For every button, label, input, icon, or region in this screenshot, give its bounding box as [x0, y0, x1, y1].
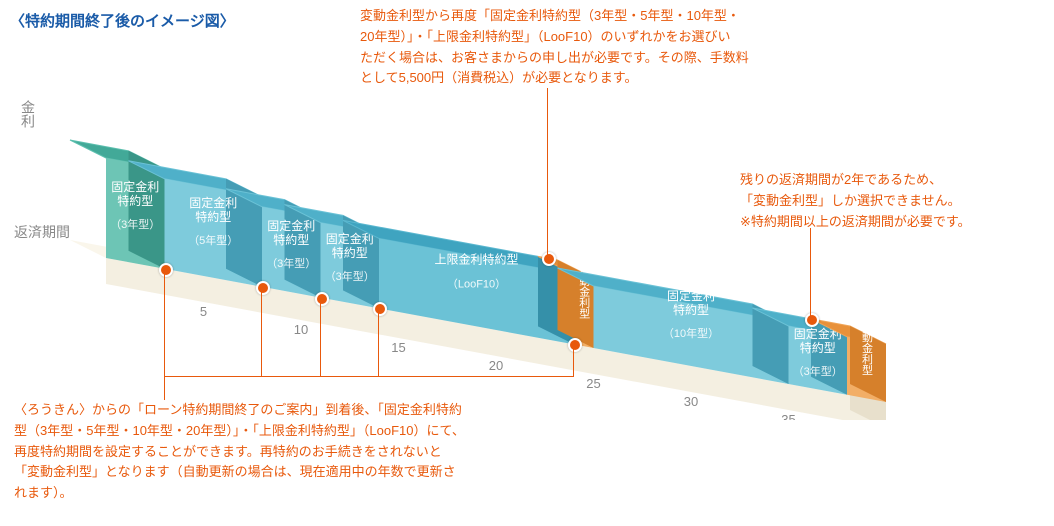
connector-dot [256, 281, 270, 295]
block-label: 変動金利型 [578, 263, 591, 319]
block-label: 固定金利 [267, 218, 315, 233]
axis-y-label: 金利 [18, 100, 38, 128]
block-label: 変動金利型 [861, 319, 874, 375]
connector-dot [542, 252, 556, 266]
connector-line [320, 298, 321, 376]
block-sublabel: （LooF10） [447, 277, 506, 290]
tick-label: 35 [781, 412, 795, 420]
block-label: 特約型 [195, 209, 231, 224]
block-label: 特約型 [673, 302, 709, 317]
connector-dot [805, 313, 819, 327]
block-label: 固定金利 [111, 179, 159, 194]
connector-line [547, 88, 548, 258]
block-label: 固定金利 [326, 231, 374, 246]
block-label: 上限金利特約型 [434, 251, 518, 266]
block-label: 特約型 [332, 245, 368, 260]
connector-line [810, 228, 811, 319]
connector-line [164, 376, 165, 400]
connector-dot [315, 292, 329, 306]
note-top: 変動金利型から再度「固定金利特約型（3年型・5年型・10年型・ 20年型）」・「… [360, 6, 749, 89]
tick-label: 15 [391, 340, 405, 355]
connector-dot [159, 263, 173, 277]
block-sublabel: （3年型） [266, 256, 316, 270]
block-label: 固定金利 [189, 195, 237, 210]
block-sublabel: （3年型） [793, 364, 843, 378]
connector-line [164, 269, 165, 376]
tick-label: 20 [489, 358, 503, 373]
block-sublabel: （10年型） [663, 326, 719, 340]
block-label: 固定金利 [667, 288, 715, 303]
tick-label: 5 [200, 304, 207, 319]
block-label: 特約型 [800, 340, 836, 355]
block-sublabel: （3年型） [325, 269, 375, 283]
tick-label: 10 [294, 322, 308, 337]
tick-label: 30 [684, 394, 698, 409]
connector-line [261, 287, 262, 376]
timeline-chart: 固定金利特約型（3年型）固定金利特約型（5年型）固定金利特約型（3年型）固定金利… [40, 100, 1030, 420]
tick-label: 25 [586, 376, 600, 391]
connector-line [573, 344, 574, 376]
block-label: 特約型 [273, 232, 309, 247]
connector-line [378, 308, 379, 376]
connector-line [165, 376, 575, 377]
block-sublabel: （5年型） [188, 233, 238, 247]
block-label: 特約型 [117, 193, 153, 208]
block-sublabel: （3年型） [110, 217, 160, 231]
